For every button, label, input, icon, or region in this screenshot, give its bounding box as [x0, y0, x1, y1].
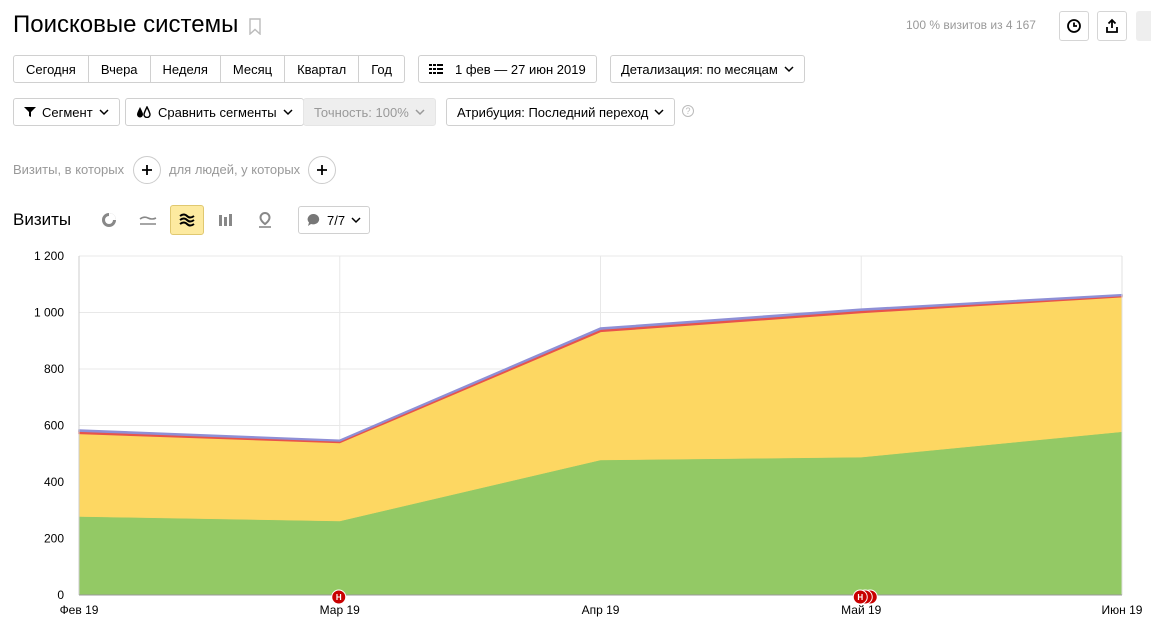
export-button[interactable] [1097, 11, 1127, 41]
plus-icon [316, 164, 328, 176]
page-title: Поисковые системы [13, 11, 238, 39]
chevron-down-icon [654, 107, 664, 117]
y-tick-label: 200 [44, 532, 64, 546]
people-condition-label: для людей, у которых [169, 162, 300, 177]
attribution-label: Атрибуция: Последний переход [457, 105, 648, 120]
y-tick-label: 600 [44, 419, 64, 433]
x-tick-label: Фев 19 [60, 603, 99, 617]
map-icon [258, 212, 272, 228]
x-tick-label: Май 19 [841, 603, 882, 617]
date-range-label: 1 фев — 27 июн 2019 [455, 62, 586, 77]
visits-condition-label: Визиты, в которых [13, 162, 124, 177]
bookmark-icon[interactable] [249, 18, 261, 35]
export-icon [1104, 18, 1120, 34]
chevron-down-icon [99, 107, 109, 117]
add-people-condition-button[interactable] [308, 156, 336, 184]
compare-segments-dropdown[interactable]: Сравнить сегменты [125, 98, 304, 126]
series-count: 7/7 [327, 213, 345, 228]
date-range-button[interactable]: 1 фев — 27 июн 2019 [418, 55, 597, 83]
y-tick-label: 800 [44, 362, 64, 376]
detail-dropdown[interactable]: Детализация: по месяцам [610, 55, 805, 83]
period-button[interactable]: Год [359, 56, 404, 82]
detail-label: Детализация: по месяцам [621, 62, 778, 77]
map-button[interactable] [248, 205, 282, 235]
chevron-down-icon [415, 107, 425, 117]
pie-chart-button[interactable] [92, 205, 126, 235]
y-tick-label: 1 000 [34, 306, 64, 320]
area-chart: 0 200 400 600 800 1 000 1 200 Фев 19 Мар 19 Апр 1… [0, 245, 1151, 639]
annotation-label: Н [336, 593, 342, 602]
accuracy-label: Точность: 100% [314, 105, 409, 120]
series-selector[interactable]: 7/7 [298, 206, 370, 234]
more-button[interactable] [1136, 11, 1151, 41]
x-tick-label: Апр 19 [582, 603, 620, 617]
line-chart-button[interactable] [131, 205, 165, 235]
period-button[interactable]: Неделя [151, 56, 221, 82]
accuracy-dropdown[interactable]: Точность: 100% [303, 98, 436, 126]
y-tick-label: 400 [44, 475, 64, 489]
period-button[interactable]: Квартал [285, 56, 359, 82]
plus-icon [141, 164, 153, 176]
filter-icon [24, 106, 36, 118]
line-chart-icon [139, 214, 157, 226]
help-icon[interactable]: ? [682, 105, 694, 117]
attribution-dropdown[interactable]: Атрибуция: Последний переход [446, 98, 675, 126]
x-tick-label: Мар 19 [320, 603, 360, 617]
comment-icon [307, 213, 321, 227]
drops-icon [136, 106, 152, 118]
pie-chart-icon [101, 212, 117, 228]
period-button[interactable]: Месяц [221, 56, 285, 82]
visits-note: 100 % визитов из 4 167 [906, 18, 1036, 32]
period-selector: Сегодня Вчера Неделя Месяц Квартал Год [13, 55, 405, 83]
area-chart-button[interactable] [170, 205, 204, 235]
chevron-down-icon [283, 107, 293, 117]
compare-label: Сравнить сегменты [158, 105, 277, 120]
segment-label: Сегмент [42, 105, 93, 120]
y-tick-label: 1 200 [34, 249, 64, 263]
section-title: Визиты [13, 210, 71, 230]
x-tick-label: Июн 19 [1102, 603, 1143, 617]
history-button[interactable] [1059, 11, 1089, 41]
annotation-label: Н [857, 593, 863, 602]
period-button[interactable]: Вчера [89, 56, 151, 82]
bar-chart-button[interactable] [209, 205, 243, 235]
period-button[interactable]: Сегодня [14, 56, 89, 82]
segment-dropdown[interactable]: Сегмент [13, 98, 120, 126]
y-tick-label: 0 [57, 588, 64, 602]
calendar-icon [429, 64, 443, 74]
bar-chart-icon [218, 213, 234, 227]
area-chart-icon [179, 213, 195, 227]
history-icon [1066, 18, 1082, 34]
chevron-down-icon [784, 64, 794, 74]
chevron-down-icon [351, 215, 361, 225]
add-visit-condition-button[interactable] [133, 156, 161, 184]
